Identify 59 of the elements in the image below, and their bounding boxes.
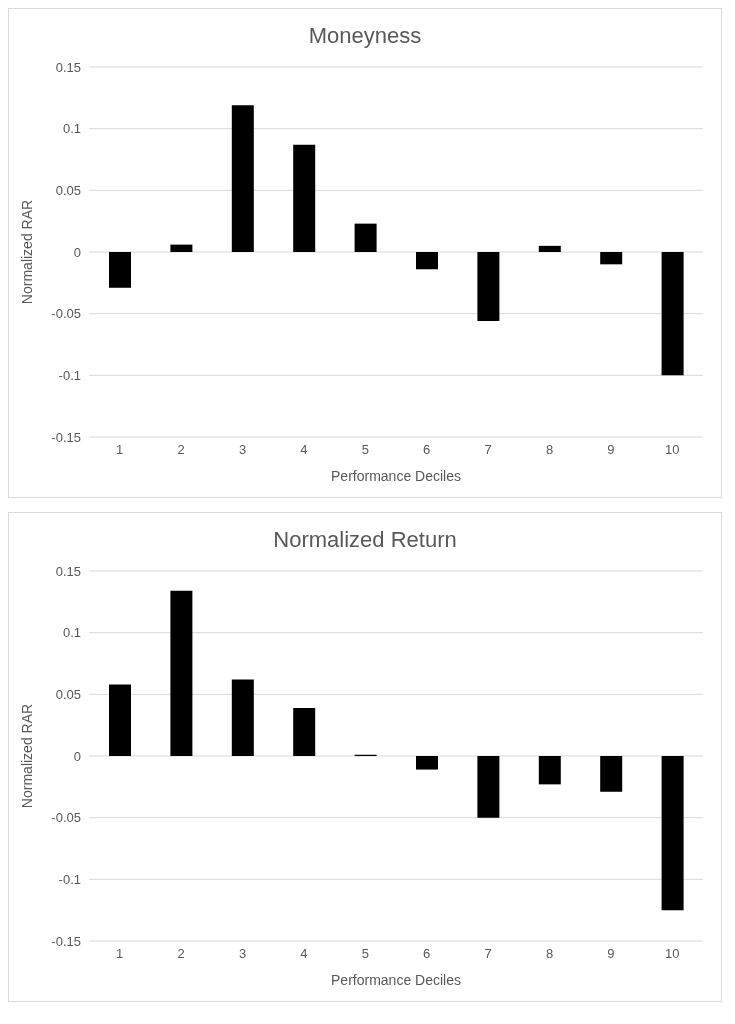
x-axis-title: Performance Deciles [331,468,461,484]
x-tick-label: 4 [300,946,308,962]
bar [661,756,684,911]
bar [109,252,131,288]
y-axis-title: Normalized RAR [18,199,35,305]
x-axis-title: Performance Deciles [331,972,461,988]
bar [354,223,377,252]
x-tick-label: 9 [607,442,615,458]
y-tick-label: -0.1 [58,871,81,887]
y-tick-label: 0 [73,748,81,764]
x-tick-label: 4 [300,442,308,458]
bar [231,105,254,252]
x-tick-label: 9 [607,946,615,962]
y-tick-label: 0.15 [55,59,81,75]
x-tick-label: 6 [423,946,431,962]
bar [231,679,254,756]
bar [293,144,316,252]
y-tick-label: 0.1 [62,625,81,641]
bar [538,245,561,252]
bar [416,756,438,770]
x-tick-label: 1 [116,442,124,458]
chart-title: Moneyness [307,22,423,50]
bar [600,756,623,792]
x-tick-label: 5 [361,946,369,962]
y-tick-label: 0.15 [55,563,81,579]
x-tick-label: 6 [423,442,431,458]
x-tick-label: 1 [116,946,124,962]
x-tick-label: 7 [484,946,492,962]
bar [170,244,193,252]
bar [600,252,623,265]
y-tick-label: -0.15 [51,429,81,445]
bar [170,590,193,756]
x-tick-label: 8 [545,442,554,458]
x-tick-label: 7 [484,442,492,458]
x-tick-label: 10 [665,442,680,458]
x-tick-label: 2 [177,946,185,962]
bar [293,707,316,756]
x-tick-label: 5 [361,442,369,458]
bar [109,684,131,756]
y-tick-label: 0.1 [62,121,81,137]
x-tick-label: 3 [238,442,247,458]
y-axis-title: Normalized RAR [18,703,35,809]
chart-title: Normalized Return [272,526,458,554]
bar [661,252,684,376]
y-tick-label: -0.1 [58,367,81,383]
x-tick-label: 3 [238,946,247,962]
y-tick-label: 0 [73,244,81,260]
x-tick-label: 8 [545,946,554,962]
y-tick-label: 0.05 [55,686,81,702]
x-tick-label: 2 [177,442,185,458]
y-tick-label: 0.05 [55,182,81,198]
y-tick-label: -0.15 [51,933,81,949]
x-tick-label: 10 [665,946,680,962]
y-tick-label: -0.05 [51,810,81,826]
bar [538,756,561,785]
y-tick-label: -0.05 [51,306,81,322]
bar [416,252,438,270]
bar [477,252,500,322]
bar [477,756,500,818]
